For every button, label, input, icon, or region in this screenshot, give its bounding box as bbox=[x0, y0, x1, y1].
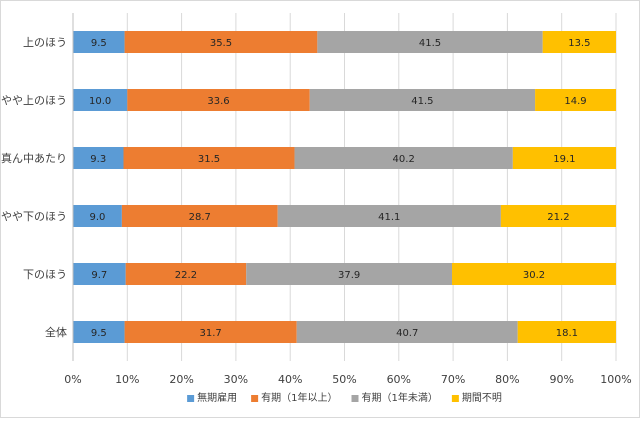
data-label: 33.6 bbox=[207, 96, 229, 107]
category-label: 真ん中あたり bbox=[1, 151, 67, 165]
bar-segment bbox=[125, 263, 247, 285]
bar-segment bbox=[124, 31, 318, 53]
data-label: 9.3 bbox=[90, 154, 106, 165]
x-tick-label: 50% bbox=[332, 373, 356, 386]
data-label: 41.1 bbox=[378, 212, 400, 223]
bar-segment bbox=[277, 205, 501, 227]
data-labels: 9.5 35.5 41.5 13.5 10.0 33.6 41.5 14.9 9.3 31.5 40… bbox=[89, 38, 590, 339]
bar-segment bbox=[73, 31, 125, 53]
category-label: やや下のほう bbox=[1, 210, 67, 223]
x-tick-label: 20% bbox=[169, 373, 193, 386]
x-tick-label: 40% bbox=[278, 373, 302, 386]
data-label: 9.7 bbox=[91, 270, 107, 281]
bar-segment bbox=[121, 205, 278, 227]
legend-label: 期間不明 bbox=[462, 392, 502, 404]
bar-segment bbox=[452, 263, 616, 285]
x-tick-label: 30% bbox=[224, 373, 248, 386]
bar-segment bbox=[500, 205, 616, 227]
bar-segment bbox=[309, 89, 536, 111]
data-label: 31.5 bbox=[198, 154, 220, 165]
legend-swatch bbox=[187, 395, 195, 402]
bar-segment bbox=[73, 147, 124, 169]
legend-swatch bbox=[451, 395, 459, 402]
legend: 無期雇用 有期（1年以上） 有期（1年未満） 期間不明 bbox=[187, 391, 502, 404]
x-tick-label: 60% bbox=[387, 373, 411, 386]
x-tick-label: 100% bbox=[600, 373, 631, 386]
legend-item: 期間不明 bbox=[451, 392, 502, 404]
legend-item: 無期雇用 bbox=[187, 391, 237, 404]
bar-segment bbox=[542, 31, 616, 53]
bar-segment bbox=[317, 31, 543, 53]
data-label: 9.5 bbox=[91, 38, 107, 49]
bar-segment bbox=[123, 147, 295, 169]
bar-segment bbox=[124, 321, 297, 343]
bar-segment bbox=[296, 321, 518, 343]
legend-label: 無期雇用 bbox=[197, 391, 237, 404]
legend-item: 有期（1年以上） bbox=[251, 391, 338, 404]
bars bbox=[73, 31, 616, 343]
data-label: 22.2 bbox=[175, 270, 197, 281]
x-tick-label: 10% bbox=[115, 373, 139, 386]
x-tick-label: 80% bbox=[495, 373, 519, 386]
bar-segment bbox=[73, 89, 128, 111]
bar-segment bbox=[512, 147, 616, 169]
legend-swatch bbox=[251, 395, 259, 402]
legend-swatch bbox=[351, 395, 359, 402]
data-label: 28.7 bbox=[189, 212, 211, 223]
bar-segment bbox=[294, 147, 513, 169]
bar-segment bbox=[73, 263, 126, 285]
bar-segment bbox=[73, 321, 125, 343]
data-label: 30.2 bbox=[523, 270, 545, 281]
legend-item: 有期（1年未満） bbox=[351, 391, 438, 404]
bar-segment bbox=[73, 205, 122, 227]
bar-segment bbox=[127, 89, 310, 111]
data-label: 40.7 bbox=[396, 328, 418, 339]
gridlines bbox=[72, 13, 617, 361]
data-label: 21.2 bbox=[547, 212, 569, 223]
data-label: 37.9 bbox=[338, 270, 360, 281]
bar-segment bbox=[535, 89, 616, 111]
data-label: 41.5 bbox=[411, 96, 433, 107]
data-label: 41.5 bbox=[419, 38, 441, 49]
bar-segment bbox=[246, 263, 453, 285]
x-tick-label: 0% bbox=[64, 373, 81, 386]
category-label: 全体 bbox=[45, 325, 67, 339]
category-label: やや上のほう bbox=[1, 94, 67, 107]
data-label: 19.1 bbox=[553, 154, 575, 165]
x-tick-label: 70% bbox=[441, 373, 465, 386]
bar-segment bbox=[517, 321, 616, 343]
data-label: 18.1 bbox=[556, 328, 578, 339]
data-label: 9.0 bbox=[89, 212, 105, 223]
value-axis: 0% 10% 20% 30% 40% 50% 60% 70% 80% 90% 100% bbox=[64, 373, 631, 386]
category-label: 下のほう bbox=[23, 268, 67, 281]
data-label: 9.5 bbox=[91, 328, 107, 339]
legend-label: 有期（1年以上） bbox=[261, 391, 337, 404]
data-label: 40.2 bbox=[393, 154, 415, 165]
data-label: 10.0 bbox=[89, 96, 111, 107]
category-label: 上のほう bbox=[23, 36, 67, 49]
data-label: 31.7 bbox=[200, 328, 222, 339]
legend-label: 有期（1年未満） bbox=[362, 391, 438, 404]
data-label: 35.5 bbox=[210, 38, 232, 49]
x-tick-label: 90% bbox=[549, 373, 573, 386]
data-label: 14.9 bbox=[564, 96, 586, 107]
data-label: 13.5 bbox=[568, 38, 590, 49]
